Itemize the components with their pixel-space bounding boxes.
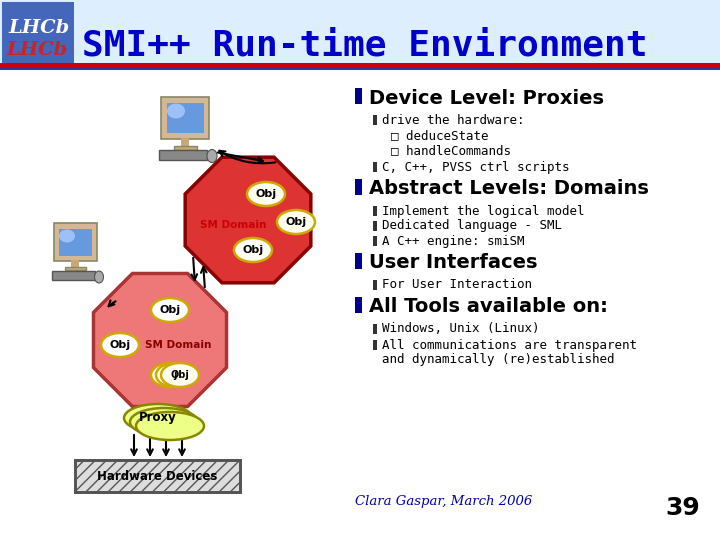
FancyBboxPatch shape (2, 2, 74, 64)
FancyBboxPatch shape (355, 88, 362, 104)
Text: j: j (174, 370, 176, 380)
FancyBboxPatch shape (373, 221, 377, 231)
Ellipse shape (247, 182, 285, 206)
Ellipse shape (130, 408, 198, 436)
Ellipse shape (234, 238, 272, 262)
FancyBboxPatch shape (174, 146, 197, 150)
Text: □ deduceState: □ deduceState (391, 130, 488, 143)
Text: Dedicated language - SML: Dedicated language - SML (382, 219, 562, 233)
Text: Obj: Obj (243, 245, 264, 255)
FancyBboxPatch shape (0, 68, 720, 70)
Polygon shape (94, 273, 227, 407)
Ellipse shape (277, 210, 315, 234)
Text: User Interfaces: User Interfaces (369, 253, 538, 273)
FancyBboxPatch shape (159, 150, 207, 160)
FancyBboxPatch shape (54, 223, 97, 261)
Text: Implement the logical model: Implement the logical model (382, 205, 585, 218)
Ellipse shape (207, 150, 217, 163)
Text: LHCb: LHCb (8, 19, 69, 37)
FancyBboxPatch shape (373, 236, 377, 246)
FancyBboxPatch shape (373, 115, 377, 125)
Text: Clara Gaspar, March 2006: Clara Gaspar, March 2006 (355, 495, 532, 508)
FancyBboxPatch shape (373, 162, 377, 172)
Text: Obj: Obj (109, 340, 130, 350)
FancyBboxPatch shape (52, 271, 95, 280)
FancyBboxPatch shape (355, 253, 362, 269)
FancyBboxPatch shape (0, 0, 720, 68)
Polygon shape (185, 157, 311, 283)
FancyBboxPatch shape (0, 63, 720, 68)
FancyBboxPatch shape (373, 206, 377, 216)
Ellipse shape (136, 412, 204, 440)
Text: Obj: Obj (171, 370, 189, 380)
FancyBboxPatch shape (373, 280, 377, 290)
Ellipse shape (167, 104, 185, 118)
Ellipse shape (124, 404, 192, 432)
Text: All communications are transparent: All communications are transparent (382, 339, 637, 352)
FancyBboxPatch shape (75, 460, 240, 492)
Text: Obj: Obj (159, 305, 181, 315)
Ellipse shape (151, 298, 189, 322)
Ellipse shape (94, 271, 104, 283)
FancyBboxPatch shape (355, 179, 362, 195)
Text: All Tools available on:: All Tools available on: (369, 298, 608, 316)
Ellipse shape (151, 363, 189, 387)
Text: SMI++ Run-time Environment: SMI++ Run-time Environment (82, 29, 647, 63)
FancyBboxPatch shape (373, 340, 377, 350)
Text: For User Interaction: For User Interaction (382, 279, 532, 292)
Ellipse shape (161, 363, 199, 387)
Text: drive the hardware:: drive the hardware: (382, 113, 524, 126)
Text: LHCb: LHCb (6, 41, 67, 59)
Text: □ handleCommands: □ handleCommands (391, 145, 511, 158)
FancyBboxPatch shape (355, 297, 362, 313)
FancyBboxPatch shape (161, 97, 209, 139)
FancyBboxPatch shape (373, 324, 377, 334)
FancyBboxPatch shape (181, 138, 189, 146)
FancyBboxPatch shape (59, 229, 92, 256)
Text: j: j (168, 370, 172, 380)
Text: SM Domain: SM Domain (145, 340, 211, 350)
FancyBboxPatch shape (65, 267, 86, 270)
Text: 39: 39 (665, 496, 700, 520)
Text: SM Domain: SM Domain (200, 220, 266, 230)
Ellipse shape (101, 333, 139, 357)
Text: Windows, Unix (Linux): Windows, Unix (Linux) (382, 322, 539, 335)
Text: Abstract Levels: Domains: Abstract Levels: Domains (369, 179, 649, 199)
Text: Proxy: Proxy (139, 411, 177, 424)
FancyBboxPatch shape (167, 103, 204, 133)
Text: Obj: Obj (285, 217, 307, 227)
Ellipse shape (156, 363, 194, 387)
Ellipse shape (59, 230, 75, 242)
Text: Obj: Obj (256, 189, 276, 199)
FancyBboxPatch shape (71, 260, 79, 267)
Text: Device Level: Proxies: Device Level: Proxies (369, 89, 604, 107)
Text: and dynamically (re)established: and dynamically (re)established (382, 353, 614, 366)
Text: Hardware Devices: Hardware Devices (96, 469, 217, 483)
Text: C, C++, PVSS ctrl scripts: C, C++, PVSS ctrl scripts (382, 160, 570, 173)
Text: A C++ engine: smiSM: A C++ engine: smiSM (382, 234, 524, 247)
